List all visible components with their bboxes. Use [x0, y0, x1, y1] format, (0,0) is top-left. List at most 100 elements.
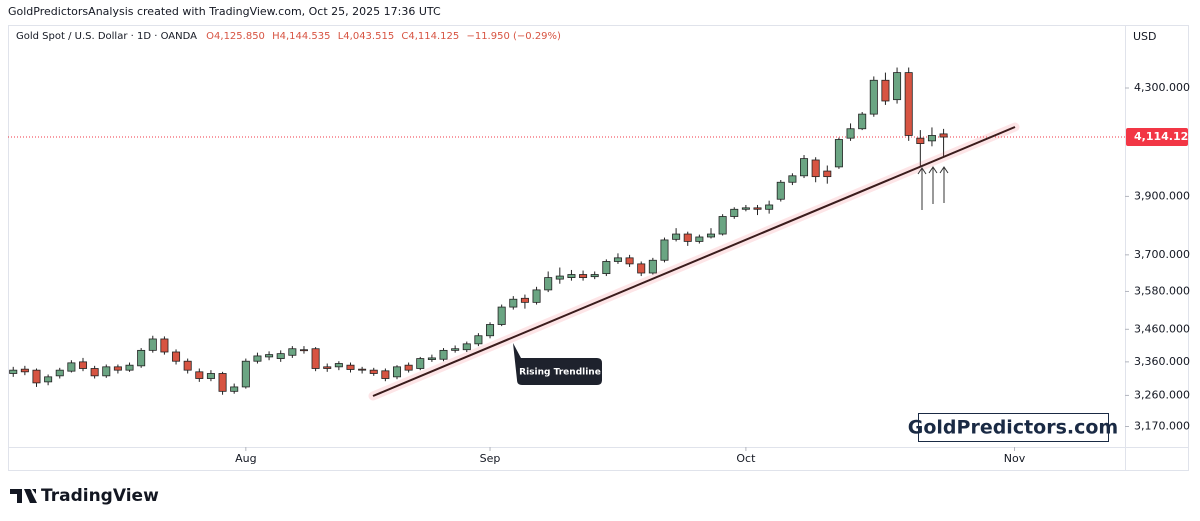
candle-body — [927, 135, 936, 142]
candle-body — [137, 349, 146, 367]
y-tick-label: 3,360.000 — [1134, 355, 1190, 368]
candle-body — [206, 373, 215, 379]
candle-body — [55, 369, 64, 377]
x-tick-label: Nov — [1004, 452, 1026, 465]
current-price-tag: 4,114.125 — [1126, 128, 1196, 147]
candle-body — [183, 360, 192, 371]
x-tick-label: Sep — [480, 452, 501, 465]
candle-body — [869, 79, 878, 115]
candle-body — [613, 257, 622, 262]
candle-body — [683, 233, 692, 242]
currency: USD — [1133, 30, 1157, 43]
candle-body — [32, 369, 41, 384]
candle-body — [648, 259, 657, 274]
candle-body — [195, 371, 204, 379]
ohlc: −11.950 (−0.29%) — [466, 31, 561, 42]
candle-body — [567, 274, 576, 278]
y-tick-label: 3,580.000 — [1134, 284, 1190, 297]
candle-body — [741, 207, 750, 210]
ohlc: C4,114.125 — [401, 31, 459, 42]
symbol-title: Gold Spot / U.S. Dollar · 1D · OANDA — [16, 31, 197, 42]
candle-body — [381, 370, 390, 379]
logo-mark — [10, 489, 37, 503]
candle-body — [846, 128, 855, 139]
plot: 3,170.000 3,260.000 3,360.000 3,460.000 3,58… — [8, 67, 1190, 465]
candle-body — [358, 368, 367, 371]
annotation: Rising Trendline — [519, 368, 601, 378]
ohlc: O4,125.850 — [206, 31, 265, 42]
candle-body — [462, 343, 471, 351]
candle-body — [916, 137, 925, 144]
candle-body — [416, 358, 425, 369]
candle-body — [788, 175, 797, 183]
candle-body — [765, 204, 774, 210]
candle-body — [369, 369, 378, 374]
current-price-box — [1126, 128, 1188, 147]
candle-body — [718, 216, 727, 235]
y-tick-label: 3,460.000 — [1134, 322, 1190, 335]
candle-body — [160, 338, 169, 353]
frame — [8, 25, 1189, 471]
candle-body — [579, 274, 588, 278]
annotation-box — [513, 343, 602, 385]
candle-body — [90, 368, 99, 377]
candle-body — [486, 324, 495, 337]
candle-body — [276, 353, 285, 359]
arrows — [917, 166, 949, 210]
candle-body — [753, 207, 762, 210]
candle-body — [532, 289, 541, 303]
candle-body — [834, 139, 843, 168]
candle-body — [904, 72, 913, 136]
candle-body — [509, 298, 518, 308]
candle-body — [451, 348, 460, 351]
candle-body — [602, 261, 611, 275]
watermark: GoldPredictors.com — [908, 417, 1118, 439]
logo-dot — [26, 489, 32, 494]
candle-body — [637, 263, 646, 274]
candle-body — [672, 233, 681, 240]
candle-body — [218, 373, 227, 392]
arrow — [917, 167, 927, 210]
candle-body — [439, 349, 448, 360]
candle-body — [939, 133, 948, 138]
arrow — [928, 166, 938, 204]
candle-body — [893, 72, 902, 101]
x-tick-label: Aug — [235, 452, 256, 465]
candle-body — [9, 369, 18, 374]
candle-body — [334, 363, 343, 368]
x-tick-label: Oct — [736, 452, 756, 465]
candle-body — [253, 355, 262, 362]
header: GoldPredictorsAnalysis created with Trad… — [8, 5, 441, 18]
candle-body — [299, 349, 308, 352]
candle-body — [695, 236, 704, 242]
candle-body — [811, 159, 820, 178]
y-tick-label: 4,300.000 — [1134, 81, 1190, 94]
candle-body — [79, 361, 88, 369]
current-price-label: 4,114.125 — [1134, 130, 1196, 143]
y-tick-label: 3,170.000 — [1134, 419, 1190, 432]
candle-body — [172, 351, 181, 362]
y-tick-label: 3,260.000 — [1134, 388, 1190, 401]
candle-body — [881, 79, 890, 102]
candle-body — [404, 364, 413, 371]
candle-body — [427, 357, 436, 360]
candle-body — [148, 338, 157, 351]
candle-body — [800, 158, 809, 177]
candle-body — [44, 376, 53, 383]
candle-body — [323, 366, 332, 369]
candle-body — [265, 354, 274, 358]
candle-body — [241, 360, 250, 388]
candle-body — [858, 113, 867, 130]
candle-body — [346, 364, 355, 370]
candle-body — [311, 348, 320, 369]
candle-body — [520, 297, 529, 303]
symbol: Gold Spot / U.S. Dollar · 1D · OANDA O4,… — [16, 31, 561, 42]
arrow — [939, 166, 949, 203]
candle-body — [660, 239, 669, 261]
candle-body — [102, 366, 111, 377]
ohlc: L4,043.515 — [338, 31, 394, 42]
candle-body — [544, 277, 553, 291]
candle-body — [392, 366, 402, 378]
